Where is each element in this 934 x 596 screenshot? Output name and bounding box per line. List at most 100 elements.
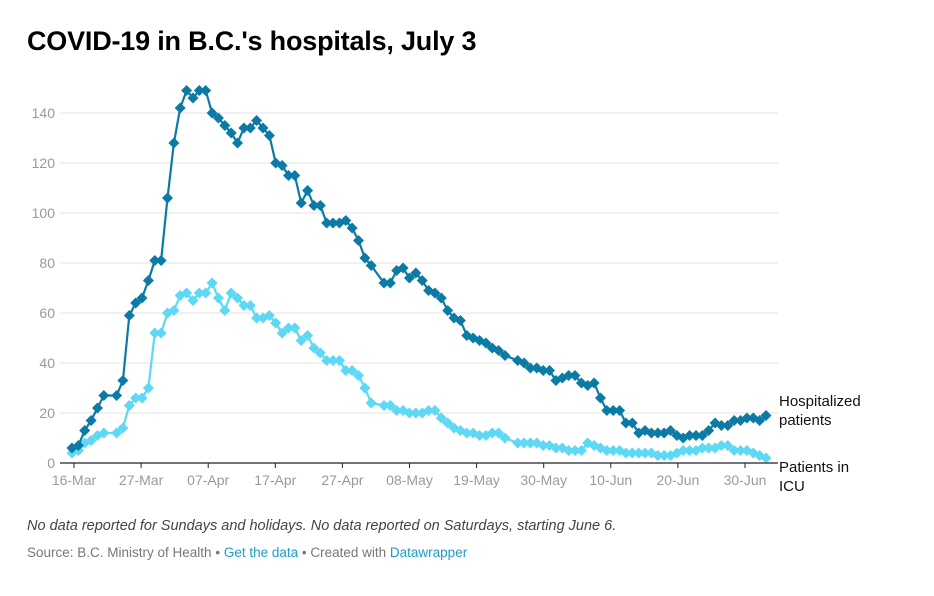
data-point-patients-in-icu-2020-04-06[interactable] — [200, 287, 212, 299]
data-point-patients-in-icu-2020-03-21[interactable] — [98, 427, 110, 439]
data-point-patients-in-icu-2020-03-25[interactable] — [123, 400, 135, 411]
data-point-patients-in-icu-2020-05-31[interactable] — [550, 442, 562, 454]
data-point-hospitalized-patients-2020-06-28[interactable] — [728, 415, 740, 426]
data-point-hospitalized-patients-2020-05-09[interactable] — [410, 267, 422, 279]
data-point-hospitalized-patients-2020-04-14[interactable] — [251, 115, 263, 126]
data-point-patients-in-icu-2020-06-29[interactable] — [735, 445, 746, 456]
data-point-hospitalized-patients-2020-04-30[interactable] — [353, 235, 364, 246]
data-point-hospitalized-patients-2020-05-08[interactable] — [403, 272, 415, 284]
data-point-hospitalized-patients-2020-04-08[interactable] — [212, 112, 224, 124]
data-point-patients-in-icu-2020-04-24[interactable] — [314, 347, 326, 359]
data-point-hospitalized-patients-2020-05-10[interactable] — [416, 275, 428, 286]
data-point-hospitalized-patients-2020-05-20[interactable] — [480, 337, 492, 349]
data-point-hospitalized-patients-2020-06-12[interactable] — [626, 417, 638, 429]
data-point-patients-in-icu-2020-05-02[interactable] — [365, 397, 377, 409]
data-point-patients-in-icu-2020-04-25[interactable] — [321, 355, 333, 366]
data-point-patients-in-icu-2020-04-20[interactable] — [289, 322, 301, 334]
data-point-hospitalized-patients-2020-03-26[interactable] — [130, 297, 142, 309]
data-point-patients-in-icu-2020-05-13[interactable] — [435, 412, 447, 424]
data-point-hospitalized-patients-2020-06-23[interactable] — [696, 430, 708, 441]
data-point-patients-in-icu-2020-05-12[interactable] — [429, 405, 441, 416]
data-point-patients-in-icu-2020-06-27[interactable] — [722, 440, 734, 451]
data-point-patients-in-icu-2020-05-27[interactable] — [524, 437, 536, 449]
data-point-patients-in-icu-2020-06-20[interactable] — [677, 445, 689, 456]
data-point-hospitalized-patients-2020-04-05[interactable] — [193, 85, 205, 96]
data-point-hospitalized-patients-2020-03-24[interactable] — [117, 375, 129, 386]
data-point-hospitalized-patients-2020-06-15[interactable] — [645, 427, 657, 439]
data-point-patients-in-icu-2020-05-08[interactable] — [403, 407, 415, 419]
data-point-hospitalized-patients-2020-03-27[interactable] — [136, 292, 148, 304]
data-point-hospitalized-patients-2020-05-12[interactable] — [429, 287, 441, 299]
data-point-hospitalized-patients-2020-05-14[interactable] — [442, 305, 454, 316]
data-point-hospitalized-patients-2020-04-16[interactable] — [263, 130, 275, 141]
data-point-patients-in-icu-2020-05-06[interactable] — [391, 405, 403, 416]
data-point-patients-in-icu-2020-06-12[interactable] — [626, 447, 638, 459]
data-point-patients-in-icu-2020-03-29[interactable] — [149, 327, 161, 339]
data-point-hospitalized-patients-2020-06-16[interactable] — [652, 427, 664, 439]
data-point-hospitalized-patients-2020-04-29[interactable] — [346, 222, 358, 234]
data-point-patients-in-icu-2020-05-23[interactable] — [499, 432, 511, 444]
data-point-patients-in-icu-2020-03-30[interactable] — [155, 327, 167, 339]
data-point-patients-in-icu-2020-07-03[interactable] — [760, 452, 772, 464]
data-point-hospitalized-patients-2020-04-18[interactable] — [276, 160, 288, 171]
data-point-patients-in-icu-2020-04-10[interactable] — [225, 287, 237, 299]
data-point-patients-in-icu-2020-06-02[interactable] — [563, 445, 575, 456]
data-point-hospitalized-patients-2020-04-20[interactable] — [289, 170, 301, 181]
data-point-hospitalized-patients-2020-03-17[interactable] — [72, 440, 84, 451]
data-point-patients-in-icu-2020-05-25[interactable] — [512, 437, 524, 449]
data-point-patients-in-icu-2020-06-21[interactable] — [684, 445, 696, 456]
data-point-patients-in-icu-2020-04-18[interactable] — [276, 327, 288, 339]
data-point-patients-in-icu-2020-06-28[interactable] — [728, 445, 740, 456]
data-point-hospitalized-patients-2020-06-22[interactable] — [690, 430, 702, 441]
data-point-hospitalized-patients-2020-06-02[interactable] — [563, 370, 575, 381]
data-point-patients-in-icu-2020-04-30[interactable] — [353, 370, 364, 381]
data-point-hospitalized-patients-2020-04-01[interactable] — [168, 137, 180, 149]
data-point-hospitalized-patients-2020-05-29[interactable] — [537, 365, 549, 376]
data-point-hospitalized-patients-2020-05-16[interactable] — [454, 315, 466, 326]
data-point-patients-in-icu-2020-06-17[interactable] — [658, 450, 670, 461]
data-point-hospitalized-patients-2020-05-04[interactable] — [378, 277, 390, 289]
data-point-patients-in-icu-2020-05-21[interactable] — [486, 427, 498, 439]
data-point-hospitalized-patients-2020-04-10[interactable] — [225, 127, 237, 139]
data-point-patients-in-icu-2020-05-17[interactable] — [461, 427, 473, 439]
data-point-hospitalized-patients-2020-05-22[interactable] — [493, 345, 505, 356]
data-point-patients-in-icu-2020-05-09[interactable] — [410, 407, 422, 419]
data-point-patients-in-icu-2020-05-14[interactable] — [442, 417, 454, 429]
data-point-patients-in-icu-2020-04-26[interactable] — [327, 355, 339, 366]
data-point-patients-in-icu-2020-05-26[interactable] — [518, 437, 530, 449]
data-point-hospitalized-patients-2020-04-21[interactable] — [295, 197, 307, 209]
data-point-patients-in-icu-2020-06-16[interactable] — [652, 450, 664, 461]
data-point-patients-in-icu-2020-06-26[interactable] — [715, 440, 727, 451]
data-point-hospitalized-patients-2020-06-26[interactable] — [715, 420, 727, 431]
data-point-hospitalized-patients-2020-04-02[interactable] — [174, 102, 186, 114]
data-point-patients-in-icu-2020-04-28[interactable] — [340, 365, 352, 376]
data-point-patients-in-icu-2020-03-27[interactable] — [136, 392, 148, 404]
data-point-hospitalized-patients-2020-03-29[interactable] — [149, 255, 161, 266]
data-point-patients-in-icu-2020-03-24[interactable] — [117, 422, 129, 434]
data-point-hospitalized-patients-2020-03-21[interactable] — [98, 390, 110, 401]
data-point-patients-in-icu-2020-06-14[interactable] — [639, 447, 651, 459]
data-point-patients-in-icu-2020-04-03[interactable] — [181, 287, 193, 299]
data-point-patients-in-icu-2020-04-04[interactable] — [187, 295, 199, 306]
data-point-patients-in-icu-2020-04-12[interactable] — [238, 300, 250, 311]
data-point-hospitalized-patients-2020-05-01[interactable] — [359, 252, 371, 264]
data-point-patients-in-icu-2020-05-05[interactable] — [384, 400, 396, 411]
data-point-patients-in-icu-2020-05-19[interactable] — [474, 430, 485, 441]
data-point-hospitalized-patients-2020-07-02[interactable] — [754, 415, 766, 426]
data-point-hospitalized-patients-2020-04-11[interactable] — [232, 137, 243, 149]
data-point-hospitalized-patients-2020-04-25[interactable] — [321, 217, 333, 229]
data-point-patients-in-icu-2020-04-29[interactable] — [346, 365, 358, 376]
data-point-patients-in-icu-2020-03-26[interactable] — [130, 392, 142, 404]
data-point-patients-in-icu-2020-04-23[interactable] — [308, 342, 320, 354]
data-point-hospitalized-patients-2020-04-09[interactable] — [219, 120, 231, 131]
data-point-hospitalized-patients-2020-05-30[interactable] — [544, 365, 555, 376]
data-point-patients-in-icu-2020-04-01[interactable] — [168, 305, 180, 316]
data-point-hospitalized-patients-2020-04-03[interactable] — [181, 85, 193, 96]
data-point-patients-in-icu-2020-04-19[interactable] — [283, 322, 294, 334]
data-point-patients-in-icu-2020-04-09[interactable] — [219, 305, 231, 316]
data-point-patients-in-icu-2020-04-16[interactable] — [263, 310, 275, 321]
data-point-hospitalized-patients-2020-06-27[interactable] — [722, 420, 734, 431]
data-point-hospitalized-patients-2020-05-07[interactable] — [397, 262, 409, 274]
data-point-hospitalized-patients-2020-03-19[interactable] — [85, 415, 97, 426]
data-point-patients-in-icu-2020-04-21[interactable] — [295, 335, 307, 346]
